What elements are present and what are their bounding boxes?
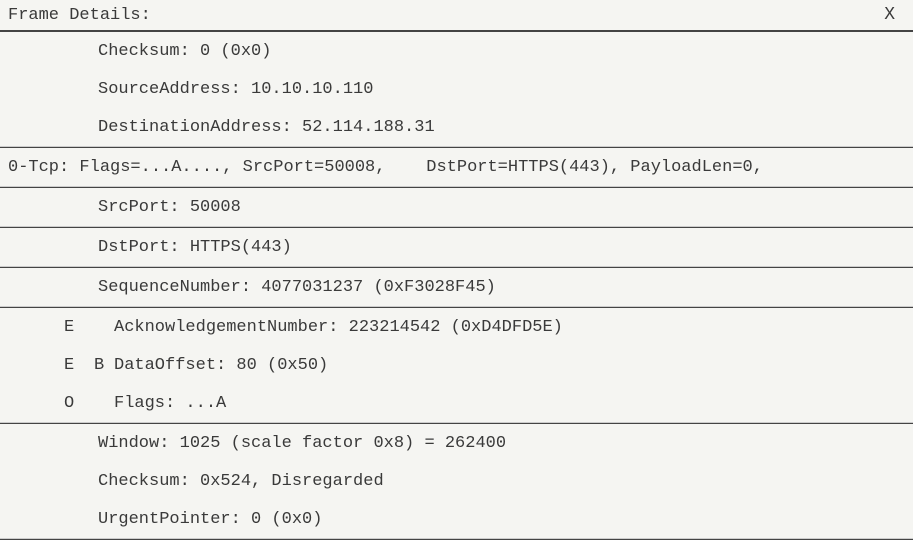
bit-marker: B: [94, 356, 114, 375]
tcp-srcport-row: SrcPort: 50008: [0, 188, 913, 226]
ip-source-address: SourceAddress: 10.10.10.110: [98, 80, 373, 99]
flags-marker: O: [8, 394, 94, 413]
ip-source-row: SourceAddress: 10.10.10.110: [0, 70, 913, 108]
panel-title: Frame Details:: [8, 6, 151, 25]
ip-checksum-row: Checksum: 0 (0x0): [0, 32, 913, 70]
tcp-sequence-number: SequenceNumber: 4077031237 (0xF3028F45): [98, 278, 496, 297]
tcp-checksum: Checksum: 0x524, Disregarded: [98, 472, 384, 491]
ip-dest-row: DestinationAddress: 52.114.188.31: [0, 108, 913, 146]
tcp-data-offset: DataOffset: 80 (0x50): [114, 356, 328, 375]
frame-details-panel: Frame Details: X Checksum: 0 (0x0) Sourc…: [0, 0, 913, 540]
tcp-window: Window: 1025 (scale factor 0x8) = 262400: [98, 434, 506, 453]
tcp-dataoffset-row: EBDataOffset: 80 (0x50): [0, 346, 913, 384]
header-row: Frame Details: X: [0, 0, 913, 30]
tcp-summary-row: 0-Tcp: Flags=...A...., SrcPort=50008, Ds…: [0, 148, 913, 186]
tcp-src-port: SrcPort: 50008: [98, 198, 241, 217]
ip-checksum: Checksum: 0 (0x0): [98, 42, 271, 61]
tcp-dstport-row: DstPort: HTTPS(443): [0, 228, 913, 266]
tcp-urgent-pointer: UrgentPointer: 0 (0x0): [98, 510, 322, 529]
tcp-dst-port: DstPort: HTTPS(443): [98, 238, 292, 257]
expand-marker: E: [8, 318, 94, 337]
tcp-seq-row: SequenceNumber: 4077031237 (0xF3028F45): [0, 268, 913, 306]
tcp-flags-row: O Flags: ...A: [0, 384, 913, 422]
ip-destination-address: DestinationAddress: 52.114.188.31: [98, 118, 435, 137]
tcp-ack-row: E AcknowledgementNumber: 223214542 (0xD4D…: [0, 308, 913, 346]
expand-marker: E: [8, 356, 94, 375]
tcp-window-row: Window: 1025 (scale factor 0x8) = 262400: [0, 424, 913, 462]
tcp-ack-number: AcknowledgementNumber: 223214542 (0xD4DF…: [114, 318, 563, 337]
close-icon[interactable]: X: [884, 5, 895, 25]
tcp-urgent-row: UrgentPointer: 0 (0x0): [0, 500, 913, 538]
tcp-flags: Flags: ...A: [114, 394, 226, 413]
tcp-summary: 0-Tcp: Flags=...A...., SrcPort=50008, Ds…: [8, 158, 763, 177]
tcp-checksum-row: Checksum: 0x524, Disregarded: [0, 462, 913, 500]
